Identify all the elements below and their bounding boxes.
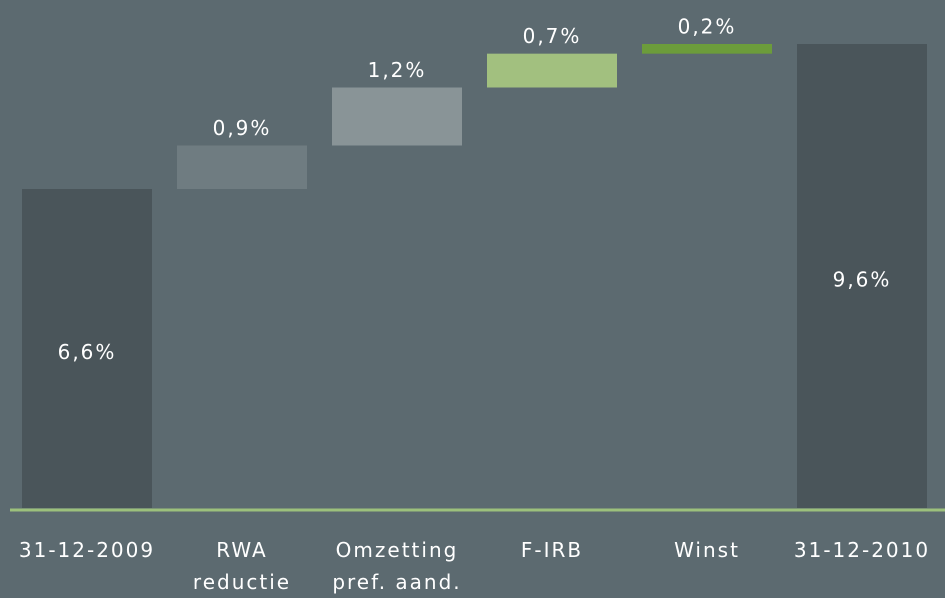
value-label: 0,7% xyxy=(523,24,582,48)
value-label: 0,9% xyxy=(213,116,272,140)
bar xyxy=(22,189,152,508)
x-tick-label: 31-12-2010 xyxy=(793,538,931,562)
bar xyxy=(487,53,617,88)
value-label: 0,2% xyxy=(678,15,737,39)
value-label: 1,2% xyxy=(368,58,427,82)
bar xyxy=(797,44,927,508)
x-tick-label: Winst xyxy=(674,538,740,562)
x-tick-label: Omzetting pref. aand. xyxy=(332,538,462,594)
value-label: 6,6% xyxy=(58,340,117,364)
bar xyxy=(642,44,772,54)
x-tick-label: RWA reductie xyxy=(192,538,292,594)
bar xyxy=(332,87,462,146)
x-tick-label: F-IRB xyxy=(520,538,584,562)
x-tick-label: 31-12-2009 xyxy=(18,538,156,562)
bar xyxy=(177,145,307,189)
value-label: 9,6% xyxy=(833,268,892,292)
